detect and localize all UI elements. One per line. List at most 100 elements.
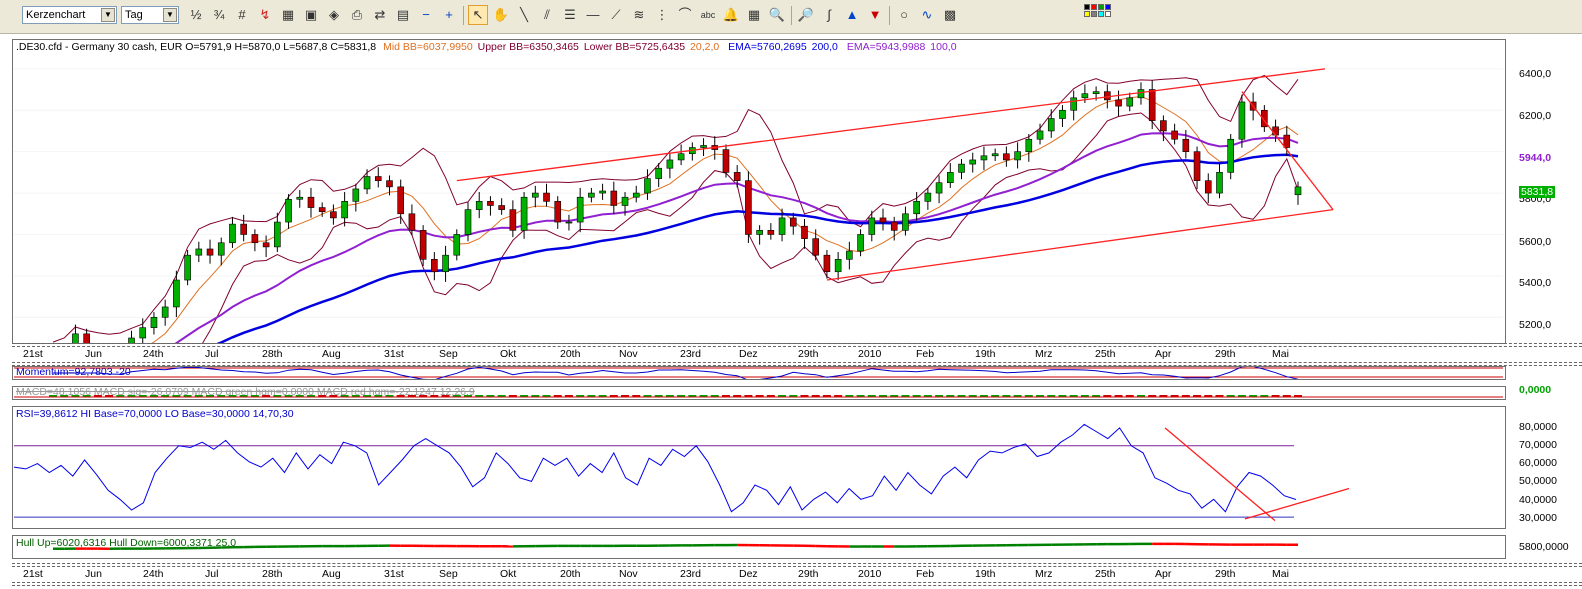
fibonacci-icon[interactable]: ☰ bbox=[564, 7, 576, 22]
text-icon[interactable]: abc bbox=[700, 10, 716, 20]
bull-candle bbox=[1238, 101, 1246, 140]
x-tick-label: 24th bbox=[143, 568, 164, 580]
scale-icon[interactable]: ½ bbox=[190, 7, 202, 22]
axis-divider bbox=[12, 343, 1582, 347]
color-swatch-green[interactable] bbox=[1098, 4, 1104, 10]
hull-chart[interactable] bbox=[13, 536, 1505, 558]
zoom-icon[interactable]: 🔍 bbox=[768, 7, 786, 22]
macd-histogram-bar bbox=[430, 395, 439, 397]
color-swatch-yellow[interactable] bbox=[1084, 11, 1090, 17]
wave-icon[interactable]: ∿ bbox=[921, 7, 933, 22]
color-swatch-white[interactable] bbox=[1105, 11, 1111, 17]
color-swatch-black[interactable] bbox=[1084, 4, 1090, 10]
bull-candle bbox=[184, 254, 191, 281]
squiggle-icon[interactable]: ∫ bbox=[827, 7, 831, 22]
macd-histogram-bar bbox=[49, 395, 57, 397]
transfer-icon[interactable]: ⇄ bbox=[374, 7, 386, 22]
calculator-icon[interactable]: ▦ bbox=[747, 7, 761, 22]
arrow-down-icon[interactable]: ▼ bbox=[868, 7, 882, 22]
bear-candle bbox=[1272, 126, 1279, 136]
macd-histogram-bar bbox=[979, 395, 988, 397]
price-chart[interactable] bbox=[13, 40, 1505, 343]
rsi-chart[interactable] bbox=[13, 407, 1505, 528]
color-swatch-blue[interactable] bbox=[1105, 4, 1111, 10]
macd-histogram-bar bbox=[991, 395, 1000, 397]
arrow-up-icon[interactable]: ▲ bbox=[845, 7, 859, 22]
x-tick-label: Mai bbox=[1272, 348, 1289, 360]
macd-histogram-bar bbox=[1002, 395, 1011, 397]
momentum-chart[interactable] bbox=[13, 367, 1505, 379]
macd-histogram-bar bbox=[1237, 395, 1246, 397]
bear-candle bbox=[554, 201, 562, 223]
chart-type-select[interactable]: Kerzenchart ▼ bbox=[22, 6, 117, 24]
circle-icon[interactable]: ○ bbox=[900, 7, 908, 22]
macd-histogram-bar bbox=[1092, 395, 1101, 397]
bull-candle bbox=[274, 221, 281, 248]
bear-candle bbox=[240, 223, 247, 235]
scale-icon[interactable]: ¾ bbox=[213, 7, 225, 22]
color-swatch-red[interactable] bbox=[1091, 4, 1097, 10]
lower-bb-value: Lower BB=5725,6435 bbox=[583, 41, 686, 53]
price-info: .DE30.cfd - Germany 30 cash, EUR O=5791,… bbox=[16, 41, 957, 53]
bear-candle bbox=[767, 230, 775, 235]
object-icon[interactable]: ◈ bbox=[329, 7, 339, 22]
calculator-icon[interactable]: ▦ bbox=[281, 7, 295, 22]
bull-candle bbox=[1126, 97, 1134, 107]
vertical-lines-icon[interactable]: ⋮ bbox=[655, 7, 669, 22]
bear-candle bbox=[262, 242, 270, 248]
line-icon[interactable]: ╲ bbox=[520, 7, 528, 22]
chevron-down-icon[interactable]: ▼ bbox=[101, 8, 115, 22]
color-swatch-cyan[interactable] bbox=[1098, 11, 1104, 17]
horizontal-line-icon[interactable]: — bbox=[586, 7, 600, 22]
pointer-icon[interactable]: ↖ bbox=[468, 5, 488, 25]
bull-candle bbox=[161, 306, 169, 318]
bell-icon[interactable]: 🔔 bbox=[722, 7, 740, 22]
color-swatch-gray[interactable] bbox=[1091, 11, 1097, 17]
period-select[interactable]: Tag ▼ bbox=[121, 6, 179, 24]
x-tick-label: Dez bbox=[739, 348, 758, 360]
x-tick-label: 2010 bbox=[858, 568, 882, 580]
macd-histogram-bar bbox=[452, 395, 461, 397]
bull-candle bbox=[217, 242, 225, 256]
fan-icon[interactable]: ⟋ bbox=[611, 7, 621, 22]
arc-icon[interactable]: ⌒ bbox=[678, 7, 692, 22]
minus-icon[interactable]: − bbox=[422, 7, 430, 22]
x-tick-label: 28th bbox=[262, 568, 283, 580]
line-chart-icon[interactable]: ↯ bbox=[259, 7, 271, 22]
macd-histogram-bar bbox=[318, 395, 327, 397]
export-icon[interactable]: ▤ bbox=[396, 7, 410, 22]
bear-candle bbox=[431, 259, 438, 273]
y-tick-label: 60,0000 bbox=[1519, 457, 1557, 469]
bear-candle bbox=[543, 192, 550, 202]
macd-histogram-bar bbox=[1204, 395, 1213, 397]
chevron-down-icon[interactable]: ▼ bbox=[163, 8, 177, 22]
x-tick-label: 21st bbox=[23, 568, 43, 580]
plus-icon[interactable]: + bbox=[445, 7, 453, 22]
y-tick-label: 80,0000 bbox=[1519, 421, 1557, 433]
bull-candle bbox=[442, 254, 449, 273]
macd-histogram-bar bbox=[665, 395, 674, 397]
grid-icon[interactable]: # bbox=[238, 7, 246, 22]
chart-save-icon[interactable]: ▣ bbox=[304, 7, 318, 22]
last-price-badge: 5831,8 bbox=[1519, 186, 1556, 198]
rainbow-icon[interactable]: ≋ bbox=[633, 7, 645, 22]
macd-histogram-bar bbox=[744, 395, 753, 397]
macd-histogram-bar bbox=[1058, 395, 1067, 397]
macd-histogram-bar bbox=[946, 395, 955, 397]
bear-candle bbox=[823, 254, 831, 273]
macd-chart[interactable] bbox=[13, 387, 1505, 399]
macd-histogram-bar bbox=[262, 395, 271, 397]
bull-candle bbox=[1216, 172, 1223, 194]
parallel-lines-icon[interactable]: ⫽ bbox=[544, 7, 550, 22]
zoom-box-icon[interactable]: 🔎 bbox=[797, 7, 815, 22]
bear-candle bbox=[610, 190, 618, 206]
macd-histogram-bar bbox=[968, 395, 977, 397]
macd-histogram-bar bbox=[228, 395, 237, 397]
hand-icon[interactable]: ✋ bbox=[492, 7, 510, 22]
x-tick-label: 23rd bbox=[680, 348, 702, 360]
color-palette-icon[interactable]: ▩ bbox=[943, 7, 957, 22]
ema100-badge: 5944,0 bbox=[1519, 152, 1552, 164]
bull-candle bbox=[1036, 130, 1044, 140]
macd-histogram-bar bbox=[733, 395, 742, 397]
print-icon[interactable]: ⎙ bbox=[351, 7, 363, 22]
